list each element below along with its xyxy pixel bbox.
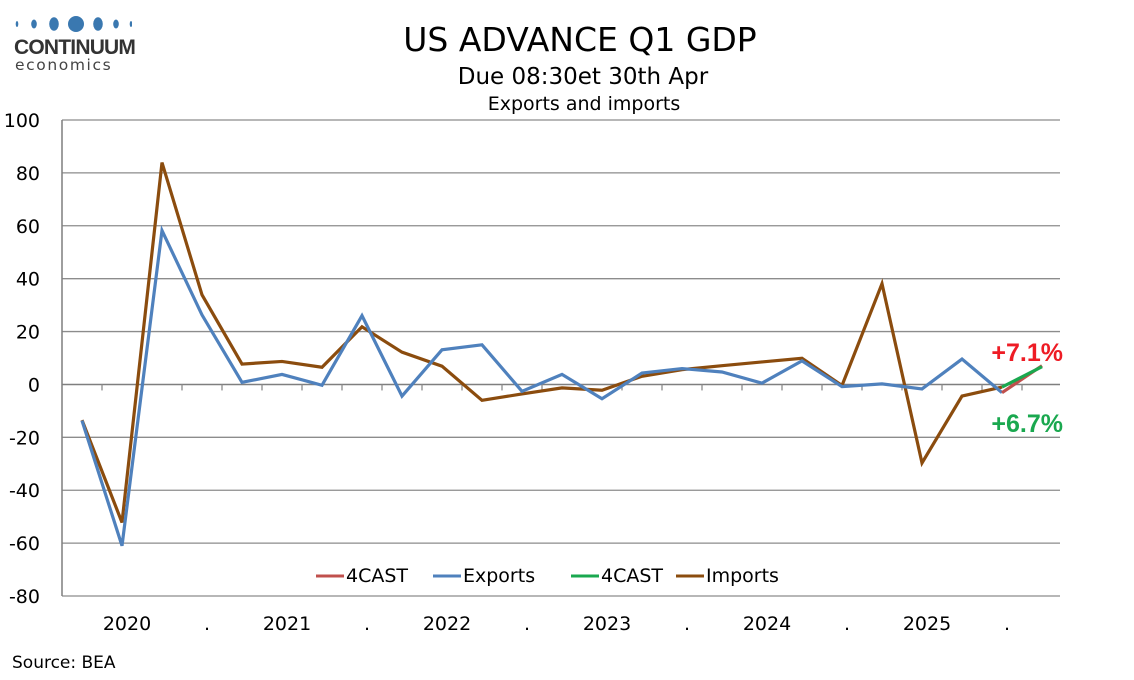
- source-note: Source: BEA: [12, 653, 116, 673]
- y-tick-label: 0: [28, 374, 40, 396]
- x-tick-label: .: [204, 613, 210, 635]
- legend-label: 4CAST: [601, 565, 663, 587]
- legend: 4CAST Exports 4CAST Imports: [316, 565, 779, 587]
- y-tick-label: 80: [16, 163, 40, 185]
- x-tick-label: .: [524, 613, 530, 635]
- logo-dot: [129, 21, 133, 27]
- legend-label: Exports: [463, 565, 535, 587]
- x-tick-label: 2021: [263, 613, 311, 635]
- y-tick-label: -20: [9, 427, 40, 449]
- x-tick-label: .: [364, 613, 370, 635]
- legend-label: 4CAST: [346, 565, 408, 587]
- x-tick-label: .: [1004, 613, 1010, 635]
- annotation-imports-forecast: +6.7%: [991, 410, 1063, 438]
- chart-subtitle-2: Exports and imports: [487, 93, 681, 115]
- x-tick-label: 2020: [103, 613, 151, 635]
- series-line-imports-3: [80, 162, 1003, 524]
- x-axis-tick-labels: 2020. 2021. 2022. 2023. 2024. 2025.: [103, 613, 1010, 635]
- annotations: +7.1% +6.7%: [991, 339, 1063, 438]
- x-tick-label: 2025: [903, 613, 951, 635]
- y-axis-tick-labels: 100 80 60 40 20 0 -20 -40 -60 -80: [4, 110, 40, 608]
- logo-dot: [31, 19, 37, 29]
- y-tick-label: 60: [16, 216, 40, 238]
- series-line-4cast-2: [1001, 365, 1043, 389]
- x-tick-label: .: [844, 613, 850, 635]
- y-tick-label: -40: [9, 480, 40, 502]
- y-tick-label: -80: [9, 586, 40, 608]
- logo-dot: [113, 19, 119, 29]
- y-tick-label: 20: [16, 322, 40, 344]
- y-tick-label: -60: [9, 533, 40, 555]
- annotation-exports-forecast: +7.1%: [991, 339, 1063, 367]
- x-tick-label: 2022: [423, 613, 471, 635]
- logo-dots-icon: [15, 16, 133, 32]
- series-line-exports-1: [80, 224, 1004, 547]
- series-lines: [80, 162, 1043, 547]
- logo-dot: [93, 17, 103, 31]
- y-tick-label: 100: [4, 110, 40, 132]
- chart-subtitle: Due 08:30et 30th Apr: [457, 64, 709, 90]
- logo: [14, 14, 133, 40]
- logo-dot: [49, 17, 59, 31]
- logo-dot: [68, 16, 84, 32]
- logo-dot: [15, 21, 19, 27]
- y-tick-label: 40: [16, 269, 40, 291]
- chart-title: US ADVANCE Q1 GDP: [403, 20, 757, 59]
- logo-subtitle: economics: [15, 56, 113, 74]
- logo-name: CONTINUUM: [14, 36, 136, 59]
- x-tick-label: 2024: [743, 613, 791, 635]
- x-tick-label: 2023: [583, 613, 631, 635]
- legend-label: Imports: [706, 565, 779, 587]
- gridlines: [62, 119, 1060, 597]
- x-tick-label: .: [684, 613, 690, 635]
